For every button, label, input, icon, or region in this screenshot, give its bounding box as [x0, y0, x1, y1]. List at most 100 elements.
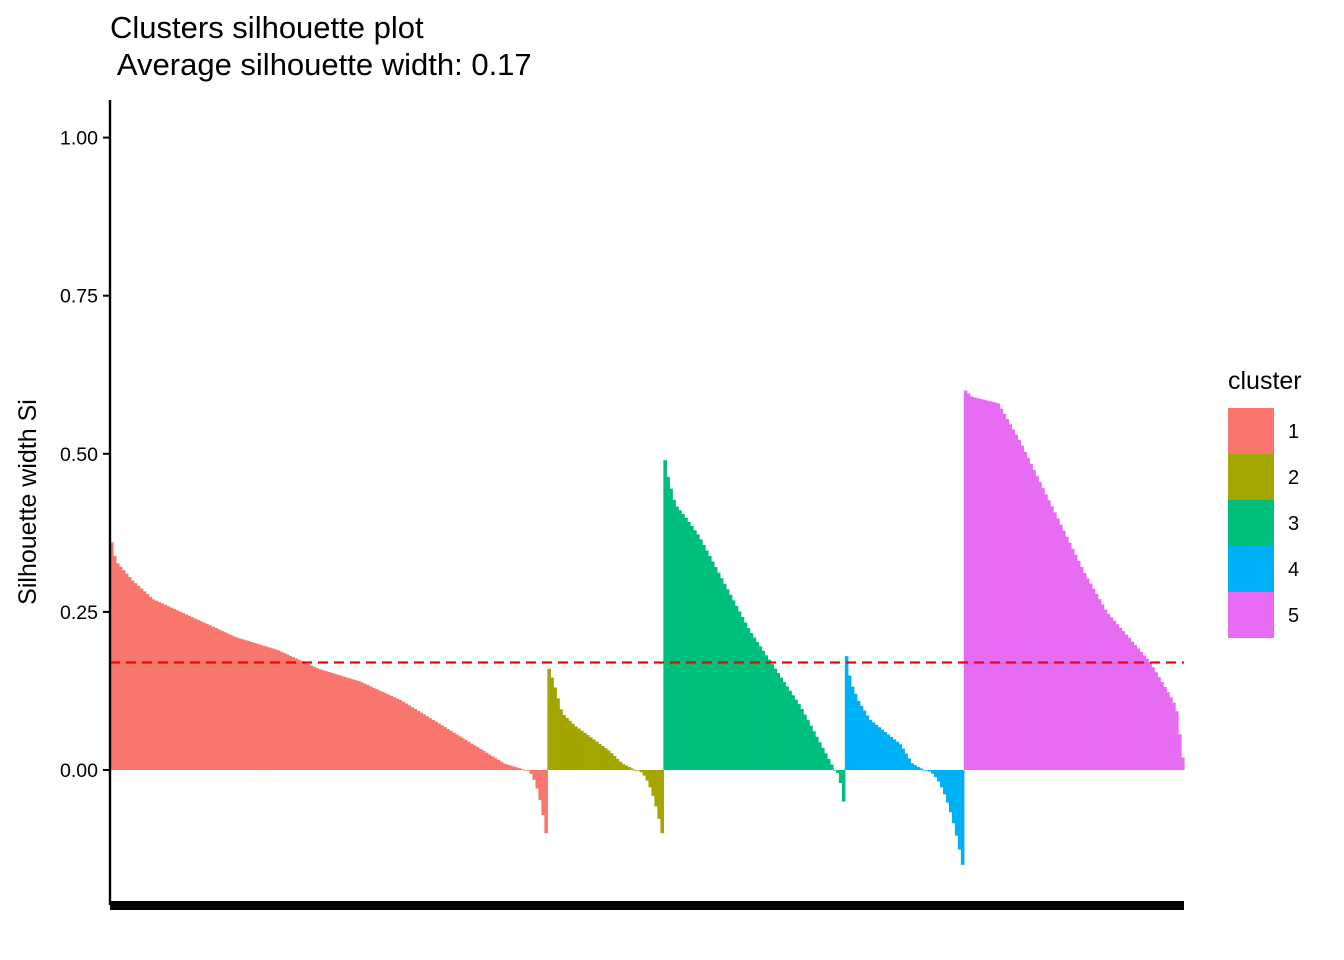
silhouette-bar	[562, 714, 566, 770]
silhouette-bar	[297, 659, 302, 770]
silhouette-bar	[267, 647, 272, 770]
silhouette-bar	[886, 734, 891, 770]
silhouette-bar	[749, 633, 754, 770]
silhouette-bar	[226, 633, 230, 770]
silhouette-bar	[615, 758, 620, 770]
silhouette-bar	[591, 739, 596, 770]
silhouette-bar	[511, 766, 516, 770]
silhouette-bar	[538, 770, 542, 801]
silhouette-bar	[237, 638, 242, 770]
silhouette-bar	[333, 673, 337, 770]
silhouette-bar	[160, 603, 165, 770]
silhouette-bar	[517, 768, 522, 770]
silhouette-bar	[184, 614, 188, 770]
silhouette-bar	[339, 675, 343, 770]
silhouette-bar	[847, 675, 852, 770]
silhouette-bar	[651, 770, 656, 796]
silhouette-bar	[1163, 687, 1167, 770]
silhouette-bar	[324, 671, 328, 770]
silhouette-bar	[496, 759, 501, 770]
silhouette-bar	[115, 563, 120, 770]
silhouette-bar	[559, 709, 563, 770]
silhouette-bar	[362, 683, 367, 770]
silhouette-bar	[627, 767, 632, 770]
silhouette-bar	[734, 605, 739, 770]
silhouette-bar	[1100, 604, 1105, 770]
silhouette-bar	[246, 641, 251, 770]
silhouette-bar	[639, 770, 644, 773]
silhouette-bar	[1151, 667, 1155, 770]
silhouette-bar	[618, 761, 623, 770]
silhouette-bar	[1118, 627, 1123, 770]
silhouette-bar	[758, 646, 763, 770]
silhouette-bar	[672, 499, 676, 770]
silhouette-bar	[1008, 424, 1013, 770]
silhouette-bar	[1017, 439, 1021, 770]
silhouette-bar	[916, 766, 920, 770]
silhouette-bar	[806, 720, 810, 770]
silhouette-bar	[1050, 506, 1054, 770]
silhouette-bar	[1076, 560, 1081, 770]
silhouette-bar	[812, 731, 816, 770]
silhouette-bar	[1082, 573, 1087, 770]
silhouette-bar	[321, 670, 325, 770]
legend-key-cluster-5	[1228, 592, 1274, 638]
silhouette-bar	[353, 680, 358, 770]
silhouette-bar	[657, 770, 661, 819]
y-tick-label: 0.25	[60, 602, 98, 624]
silhouette-bar	[469, 743, 474, 770]
silhouette-bar	[969, 396, 974, 770]
silhouette-bar	[678, 510, 682, 770]
silhouette-bar	[743, 622, 748, 770]
silhouette-bar	[862, 710, 867, 770]
silhouette-bar	[871, 722, 876, 770]
legend-label-cluster-4: 4	[1288, 559, 1299, 581]
silhouette-bar	[1070, 548, 1075, 770]
silhouette-bar	[383, 693, 388, 770]
silhouette-bar	[597, 743, 602, 770]
silhouette-bar	[490, 756, 495, 770]
silhouette-bar	[728, 594, 733, 770]
silhouette-bar	[371, 687, 376, 770]
silhouette-bar	[1136, 648, 1140, 770]
silhouette-bar	[1053, 512, 1057, 770]
silhouette-bar	[231, 636, 236, 770]
silhouette-bar	[481, 750, 486, 770]
silhouette-bar	[669, 488, 673, 770]
silhouette-bar	[142, 591, 147, 770]
silhouette-bar	[249, 642, 254, 770]
silhouette-bar	[1035, 476, 1039, 770]
silhouette-bar	[127, 577, 132, 770]
silhouette-bar	[1133, 644, 1137, 770]
silhouette-bar	[1130, 641, 1135, 770]
legend-key-cluster-4	[1228, 546, 1274, 592]
silhouette-bar	[342, 676, 346, 770]
silhouette-bar	[309, 665, 313, 770]
silhouette-bar	[163, 604, 168, 770]
silhouette-bar	[713, 567, 718, 770]
silhouette-bar	[330, 672, 334, 770]
silhouette-bar	[553, 687, 557, 770]
silhouette-bar	[987, 401, 992, 770]
silhouette-bar	[770, 664, 775, 770]
silhouette-bar	[508, 765, 513, 770]
silhouette-bar	[205, 623, 209, 770]
silhouette-bar	[148, 596, 153, 770]
silhouette-bar	[169, 607, 174, 770]
silhouette-bar	[859, 705, 864, 770]
silhouette-bar	[276, 650, 281, 770]
silhouette-bar	[630, 768, 635, 770]
silhouette-bar	[681, 513, 685, 770]
silhouette-bar	[410, 707, 415, 770]
silhouette-bar	[740, 617, 745, 770]
y-axis-title: Silhouette width Si	[14, 399, 42, 605]
silhouette-bar	[220, 630, 224, 770]
silhouette-bar	[139, 588, 144, 770]
silhouette-bar	[594, 741, 599, 770]
silhouette-bar	[1166, 692, 1170, 770]
silhouette-bar	[389, 695, 394, 770]
silhouette-bar	[318, 669, 322, 770]
silhouette-bar	[1020, 445, 1024, 770]
silhouette-bar	[663, 460, 667, 770]
silhouette-bar	[1181, 757, 1185, 770]
